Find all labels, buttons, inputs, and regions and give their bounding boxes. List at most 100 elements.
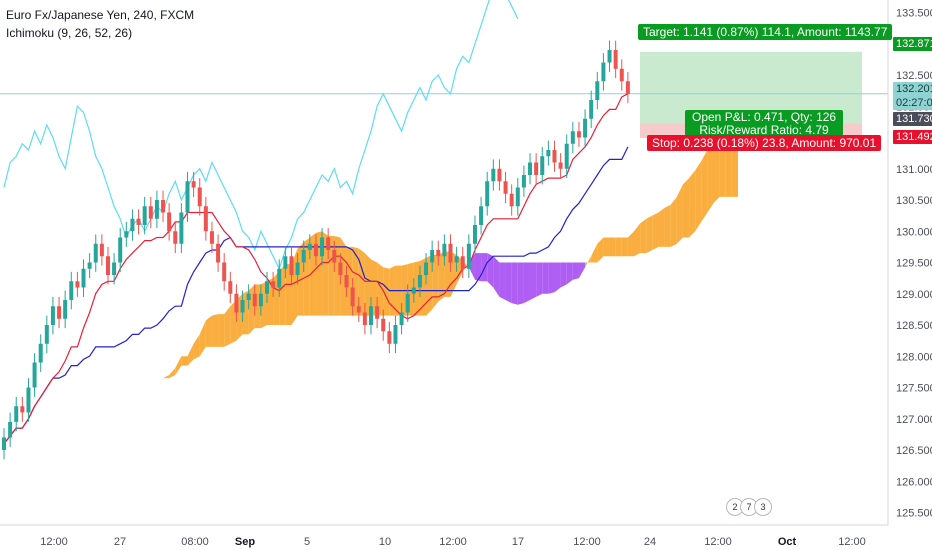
cloud-segment <box>713 134 720 204</box>
candle-body <box>142 206 147 225</box>
cloud-segment <box>615 237 622 257</box>
candle-body <box>375 306 380 319</box>
cloud-segment <box>432 254 439 310</box>
candle-body <box>607 50 612 63</box>
symbol-title: Euro Fx/Japanese Yen, 240, FXCM <box>6 8 195 22</box>
x-tick-label: 27 <box>114 536 126 548</box>
cloud-segment <box>169 367 176 379</box>
candle-body <box>534 162 539 175</box>
y-tick-label: 130.500 <box>896 195 932 207</box>
cloud-segment <box>138 406 145 419</box>
candle-body <box>320 237 325 257</box>
cloud-segment <box>358 248 365 316</box>
candle-body <box>99 243 104 257</box>
candle-body <box>497 168 502 182</box>
candle-body <box>154 200 159 219</box>
x-tick-label: 12:00 <box>40 536 68 548</box>
candle-body <box>521 175 526 188</box>
candle-body <box>191 181 196 188</box>
candle-body <box>8 421 13 438</box>
candle-body <box>63 300 68 319</box>
cloud-segment <box>578 262 586 279</box>
candle-body <box>283 256 288 269</box>
cloud-segment <box>450 251 457 297</box>
cloud-segment <box>218 314 225 347</box>
stop-label[interactable]: Stop: 0.238 (0.18%) 23.8, Amount: 970.01 <box>647 135 882 151</box>
candle-body <box>454 256 459 263</box>
cloud-segment <box>707 140 714 213</box>
candle-body <box>460 256 465 269</box>
cloud-segment <box>224 306 231 347</box>
y-tick-label: 126.000 <box>896 476 932 488</box>
cloud-segment <box>487 253 494 288</box>
candle-body <box>265 281 270 294</box>
y-tick-label: 131.000 <box>896 164 932 176</box>
candle-body <box>540 156 545 175</box>
cloud-segment <box>517 262 524 305</box>
cloud-segment <box>468 253 475 280</box>
x-tick-label: 10 <box>379 536 391 548</box>
candle-body <box>301 250 306 263</box>
candle-body <box>277 268 282 288</box>
candle-body <box>161 200 166 213</box>
target-price-tag: 132.871 <box>893 37 932 51</box>
candle-body <box>583 118 588 138</box>
event-flag-icon[interactable]: 3 <box>754 498 772 516</box>
cloud-segment <box>481 253 488 282</box>
cloud-segment <box>523 262 531 304</box>
candle-body <box>589 100 594 119</box>
candle-body <box>338 262 343 275</box>
cloud-segment <box>120 428 127 436</box>
cloud-segment <box>285 264 292 325</box>
cloud-segment <box>370 259 378 316</box>
candle-body <box>417 275 422 288</box>
pnl-label[interactable]: Open P&L: 0.471, Qty: 126 Risk/Reward Ra… <box>685 110 844 138</box>
candle-body <box>32 362 37 388</box>
candle-body <box>436 250 441 257</box>
candle-body <box>313 243 318 257</box>
candle-body <box>381 318 386 332</box>
cloud-segment <box>585 256 592 268</box>
candle-body <box>105 256 110 275</box>
chikou-span-line <box>3 0 519 271</box>
candle-body <box>136 218 141 225</box>
y-tick-label: 128.000 <box>896 351 932 363</box>
cloud-segment <box>193 334 200 360</box>
candle-body <box>252 293 257 307</box>
cloud-segment <box>156 378 164 388</box>
x-tick-label: 12:00 <box>573 536 601 548</box>
ichimoku-lines <box>3 0 629 445</box>
x-tick-label: 12:00 <box>439 536 467 548</box>
cloud-segment <box>413 260 420 316</box>
cloud-segment <box>205 315 212 347</box>
risk-reward-text: Risk/Reward Ratio: 4.79 <box>699 123 829 137</box>
candle-body <box>368 306 373 325</box>
candle-body <box>44 325 49 344</box>
cloud-segment <box>560 262 567 288</box>
cloud-segment <box>670 196 677 247</box>
y-tick-label: 133.500 <box>896 8 932 20</box>
candle-body <box>619 68 624 82</box>
price-axis: 125.500 126.000 126.500 127.000 127.500 128.0… <box>887 0 932 525</box>
y-tick-label: 129.500 <box>896 258 932 270</box>
candle-body <box>448 243 453 263</box>
event-flag-icon[interactable]: 7 <box>740 498 758 516</box>
chart-legend: Euro Fx/Japanese Yen, 240, FXCM Ichimoku… <box>6 6 194 42</box>
y-tick-label: 125.500 <box>896 508 932 520</box>
y-tick-label: 127.500 <box>896 383 932 395</box>
y-tick-label: 129.000 <box>896 289 932 301</box>
cloud-segment <box>640 218 647 254</box>
target-label[interactable]: Target: 1.141 (0.87%) 114.1, Amount: 114… <box>638 24 893 40</box>
candle-body <box>546 150 551 157</box>
stop-price-tag: 131.492 <box>893 130 932 144</box>
cloud-segment <box>444 251 451 297</box>
candle-body <box>118 237 123 263</box>
candle-body <box>509 193 514 207</box>
cloud-segment <box>621 237 628 257</box>
candle-body <box>442 243 447 257</box>
candle-body <box>258 293 263 307</box>
x-tick-label: Oct <box>778 536 797 548</box>
cloud-segment <box>211 314 219 347</box>
cloud-segment <box>695 160 702 232</box>
